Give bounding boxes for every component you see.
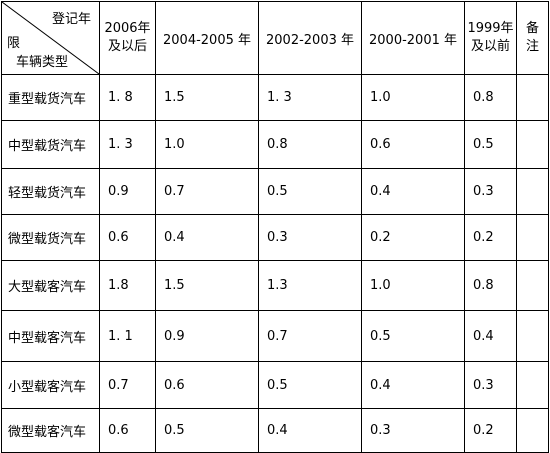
value-cell: 0.4 (464, 310, 517, 362)
remarks-cell (516, 74, 549, 121)
vehicle-type-cell: 轻型载货汽车 (1, 168, 100, 215)
value-cell: 0.4 (361, 168, 465, 215)
vehicle-type-cell: 重型载货汽车 (1, 74, 100, 121)
value-cell: 1.0 (155, 120, 259, 169)
remarks-cell (516, 260, 549, 311)
table-row: 微型载货汽车 0.6 0.4 0.3 0.2 0.2 (1, 214, 549, 261)
registration-year-label-cont: 限 (7, 36, 21, 51)
value-cell: 0.3 (464, 168, 517, 215)
vehicle-type-cell: 中型载货汽车 (1, 120, 100, 169)
col-header-remarks: 备 注 (516, 1, 549, 75)
value-cell: 0.6 (361, 120, 465, 169)
value-cell: 1. 1 (99, 310, 156, 362)
value-cell: 0.8 (258, 120, 362, 169)
remarks-cell (516, 168, 549, 215)
value-cell: 0.5 (258, 168, 362, 215)
table-row: 中型载货汽车 1. 3 1.0 0.8 0.6 0.5 (1, 120, 549, 169)
value-cell: 0.7 (258, 310, 362, 362)
value-cell: 0.2 (464, 214, 517, 261)
value-cell: 0.4 (361, 361, 465, 409)
remarks-cell (516, 310, 549, 362)
vehicle-type-cell: 小型载客汽车 (1, 361, 100, 409)
header-row: 登记年 限 车辆类型 2006年 及以后 2004-2005 年 2002-20… (1, 1, 549, 75)
value-cell: 0.6 (155, 361, 259, 409)
value-cell: 0.4 (258, 408, 362, 453)
vehicle-type-cell: 微型载客汽车 (1, 408, 100, 453)
remarks-cell (516, 120, 549, 169)
col-header-1999-before: 1999年 及以前 (464, 1, 517, 75)
value-cell: 1.0 (361, 74, 465, 121)
value-cell: 0.7 (155, 168, 259, 215)
value-cell: 0.7 (99, 361, 156, 409)
table-row: 重型载货汽车 1. 8 1.5 1. 3 1.0 0.8 (1, 74, 549, 121)
value-cell: 0.8 (464, 260, 517, 311)
value-cell: 0.2 (464, 408, 517, 453)
value-cell: 1. 3 (258, 74, 362, 121)
diagonal-header-cell: 登记年 限 车辆类型 (1, 1, 100, 75)
vehicle-type-cell: 大型载客汽车 (1, 260, 100, 311)
value-cell: 0.3 (258, 214, 362, 261)
col-header-2004-2005: 2004-2005 年 (155, 1, 259, 75)
table-row: 微型载客汽车 0.6 0.5 0.4 0.3 0.2 (1, 408, 549, 453)
remarks-cell (516, 408, 549, 453)
value-cell: 0.6 (99, 214, 156, 261)
col-header-2000-2001: 2000-2001 年 (361, 1, 465, 75)
value-cell: 1. 3 (99, 120, 156, 169)
value-cell: 0.5 (155, 408, 259, 453)
value-cell: 0.3 (464, 361, 517, 409)
table-row: 中型载客汽车 1. 1 0.9 0.7 0.5 0.4 (1, 310, 549, 362)
value-cell: 0.5 (258, 361, 362, 409)
value-cell: 1.5 (155, 74, 259, 121)
col-header-2006-after: 2006年 及以后 (99, 1, 156, 75)
table-row: 大型载客汽车 1.8 1.5 1.3 1.0 0.8 (1, 260, 549, 311)
vehicle-type-cell: 微型载货汽车 (1, 214, 100, 261)
remarks-cell (516, 214, 549, 261)
col-header-2002-2003: 2002-2003 年 (258, 1, 362, 75)
table-row: 轻型载货汽车 0.9 0.7 0.5 0.4 0.3 (1, 168, 549, 215)
value-cell: 0.5 (361, 310, 465, 362)
value-cell: 0.2 (361, 214, 465, 261)
value-cell: 0.5 (464, 120, 517, 169)
registration-year-label: 登记年 (51, 12, 91, 27)
value-cell: 0.4 (155, 214, 259, 261)
value-cell: 1.5 (155, 260, 259, 311)
remarks-cell (516, 361, 549, 409)
vehicle-type-cell: 中型载客汽车 (1, 310, 100, 362)
value-cell: 1.3 (258, 260, 362, 311)
value-cell: 1.0 (361, 260, 465, 311)
value-cell: 0.3 (361, 408, 465, 453)
value-cell: 1. 8 (99, 74, 156, 121)
value-cell: 0.8 (464, 74, 517, 121)
value-cell: 1.8 (99, 260, 156, 311)
vehicle-type-label: 车辆类型 (16, 55, 69, 70)
table-row: 小型载客汽车 0.7 0.6 0.5 0.4 0.3 (1, 361, 549, 409)
value-cell: 0.6 (99, 408, 156, 453)
value-cell: 0.9 (155, 310, 259, 362)
value-cell: 0.9 (99, 168, 156, 215)
